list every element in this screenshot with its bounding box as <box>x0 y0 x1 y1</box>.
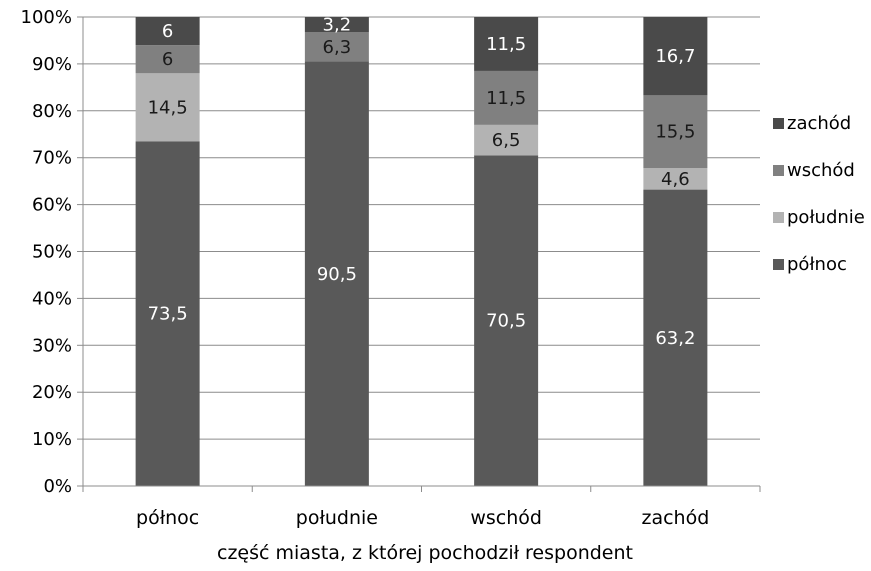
bar-value-label: 14,5 <box>148 97 188 118</box>
bar-value-label: 4,6 <box>661 169 690 190</box>
y-tick-label: 30% <box>32 335 72 356</box>
y-tick-label: 50% <box>32 242 72 263</box>
y-tick-label: 0% <box>43 476 72 497</box>
y-tick-label: 60% <box>32 195 72 216</box>
bar-value-label: 6 <box>162 21 173 42</box>
bar-value-label: 16,7 <box>655 46 695 67</box>
bar-segment <box>135 141 200 486</box>
bar-value-label: 73,5 <box>148 304 188 325</box>
x-tick-label: południe <box>296 507 378 529</box>
x-tick-label: zachód <box>641 507 709 529</box>
y-tick-label: 90% <box>32 54 72 75</box>
legend: zachód wschód południe północ <box>773 113 865 275</box>
x-tick-label: północ <box>136 507 199 529</box>
bar-value-label: 11,5 <box>486 88 526 109</box>
bar-value-label: 6,5 <box>492 130 521 151</box>
legend-swatch <box>773 118 784 129</box>
bars <box>135 17 708 487</box>
bar-segment <box>643 189 708 487</box>
bar-value-label: 11,5 <box>486 34 526 55</box>
bar-segment <box>135 17 200 46</box>
bar-segment <box>474 70 539 125</box>
bar-segment <box>135 45 200 74</box>
bar-value-label: 90,5 <box>317 264 357 285</box>
bar-segment <box>474 124 539 156</box>
y-tick-label: 100% <box>21 7 72 28</box>
y-tick-label: 70% <box>32 148 72 169</box>
y-tick-label: 40% <box>32 288 72 309</box>
bar-segment <box>135 73 200 142</box>
data-labels: 73,5 14,5 6 6 90,5 6,33,2 70,5 6,5 11,5 11,5 63,2 4… <box>148 15 696 349</box>
legend-label: północ <box>787 254 847 275</box>
legend-label: południe <box>787 207 865 228</box>
bar-segment <box>643 95 708 169</box>
bar-segment <box>304 61 369 487</box>
y-tick-label: 20% <box>32 382 72 403</box>
bar-segment <box>643 168 708 190</box>
bar-value-label: 70,5 <box>486 311 526 332</box>
bar-segment <box>474 155 539 487</box>
legend-swatch <box>773 165 784 176</box>
legend-label: zachód <box>787 113 851 134</box>
axes: 0% 10% 20% 30% 40% 50% 60% 70% 80% 90% 100% północ p… <box>21 7 761 529</box>
bar-segment <box>474 17 539 71</box>
x-tick-label: wschód <box>470 507 542 529</box>
bar-segment <box>643 17 708 96</box>
bar-value-label: 6,3 <box>323 37 352 58</box>
bar-value-label: 6 <box>162 49 173 70</box>
x-axis-title: część miasta, z której pochodził respond… <box>217 542 633 564</box>
legend-swatch <box>773 212 784 223</box>
bar-value-label: 3,2 <box>323 15 352 36</box>
y-tick-label: 10% <box>32 429 72 450</box>
bar-segment <box>304 17 369 33</box>
y-tick-label: 80% <box>32 101 72 122</box>
bar-segment <box>304 32 369 62</box>
bar-value-label: 63,2 <box>655 328 695 349</box>
legend-label: wschód <box>787 160 855 181</box>
legend-swatch <box>773 259 784 270</box>
bar-value-label: 15,5 <box>655 122 695 143</box>
